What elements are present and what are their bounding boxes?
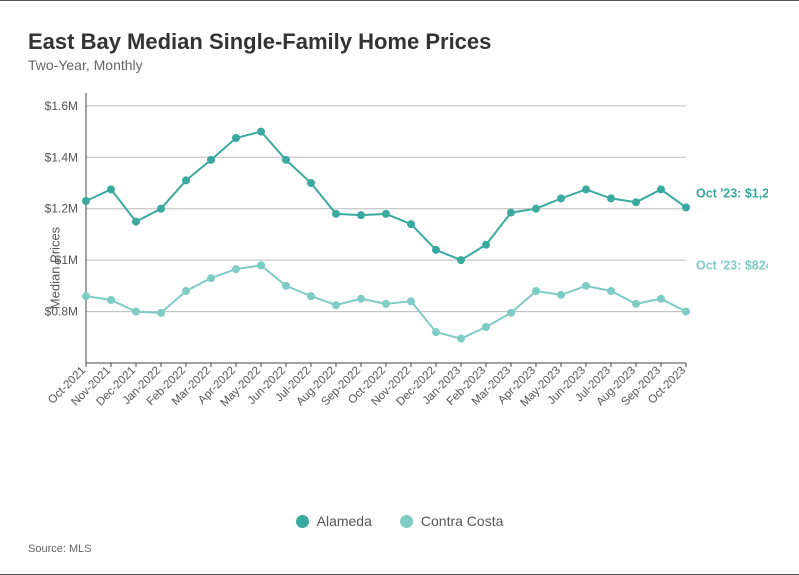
legend-dot-icon [296,515,309,528]
chart-title: East Bay Median Single-Family Home Price… [28,29,771,55]
legend: Alameda Contra Costa [28,513,771,529]
legend-label: Alameda [317,513,372,529]
legend-dot-icon [400,515,413,528]
svg-text:$1.6M: $1.6M [45,99,78,113]
svg-text:Oct '23: $1,240,000: Oct '23: $1,240,000 [696,186,768,200]
legend-label: Contra Costa [421,513,503,529]
y-axis-label: Median Prices [48,227,63,309]
chart-subtitle: Two-Year, Monthly [28,57,771,73]
legend-item-alameda: Alameda [296,513,372,529]
source-text: Source: MLS [28,543,771,555]
svg-text:$1.2M: $1.2M [45,202,78,216]
legend-item-contra-costa: Contra Costa [400,513,503,529]
chart-card: East Bay Median Single-Family Home Price… [0,0,799,575]
svg-text:$1.4M: $1.4M [45,150,78,164]
line-chart: $0.8M$1M$1.2M$1.4M$1.6MOct '23: $1,240,0… [28,83,768,453]
plot-area: Median Prices $0.8M$1M$1.2M$1.4M$1.6MOct… [28,83,771,453]
svg-text:Oct '23: $824,950: Oct '23: $824,950 [696,258,768,272]
